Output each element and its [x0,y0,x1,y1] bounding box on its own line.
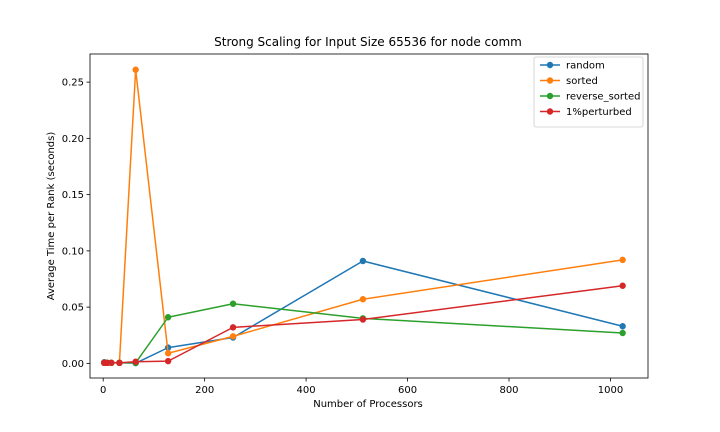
x-tick-label: 800 [499,385,518,396]
y-tick-label: 0.10 [62,246,84,257]
data-point-sorted [619,256,626,264]
x-tick-label: 600 [398,385,417,396]
y-tick-label: 0.20 [62,134,84,145]
data-point-reverse-sorted [619,329,626,337]
data-point-sorted [164,350,172,357]
plot-area: 0 200 400 600 800 1000 0.00 0.05 0.10 0.15 0.20 0.2… [62,53,649,396]
x-tick-label: 0 [100,385,106,396]
chart-title: Strong Scaling for Input Size 65536 for … [214,35,522,49]
legend-label-random: random [566,61,605,72]
data-point-sorted [359,296,367,303]
data-point-reverse-sorted [164,314,172,321]
legend-label-reverse-sorted: reverse_sorted [566,92,640,103]
data-point-1-perturbed [132,358,139,365]
data-point-1-perturbed [164,357,172,365]
data-point-sorted [132,66,139,73]
x-axis-label: Number of Processors [313,399,423,410]
y-tick-label: 0.15 [62,190,84,201]
legend-box [533,56,644,128]
series-group [101,66,626,367]
legend-swatch-marker-sorted [546,77,554,84]
data-point-random [359,257,367,265]
y-tick-label: 0.00 [62,359,84,370]
legend-label-1-perturbed: 1%perturbed [566,107,632,118]
data-point-sorted [229,333,237,340]
legend-swatch-marker-1-perturbed [546,108,554,115]
legend-label-sorted: sorted [566,76,598,87]
plot-frame [89,53,649,379]
y-tick-label: 0.25 [62,78,84,89]
legend-swatch-marker-reverse-sorted [546,92,554,100]
data-point-1-perturbed [116,359,123,367]
series-line-random [103,260,623,364]
y-tick-label: 0.05 [62,303,84,314]
data-point-random [619,323,626,330]
legend: random sorted reverse_sorted 1%perturbed [533,56,644,128]
data-point-1-perturbed [619,282,626,289]
x-tick-label: 400 [297,385,316,396]
data-point-1-perturbed [108,359,115,367]
data-point-1-perturbed [359,316,367,323]
legend-swatch-marker-random [546,61,554,69]
x-tick-label: 200 [195,385,214,396]
data-point-1-perturbed [229,324,237,331]
y-axis-label: Average Time per Rank (seconds) [46,132,57,301]
data-point-reverse-sorted [229,300,237,307]
x-tick-label: 1000 [598,385,623,396]
